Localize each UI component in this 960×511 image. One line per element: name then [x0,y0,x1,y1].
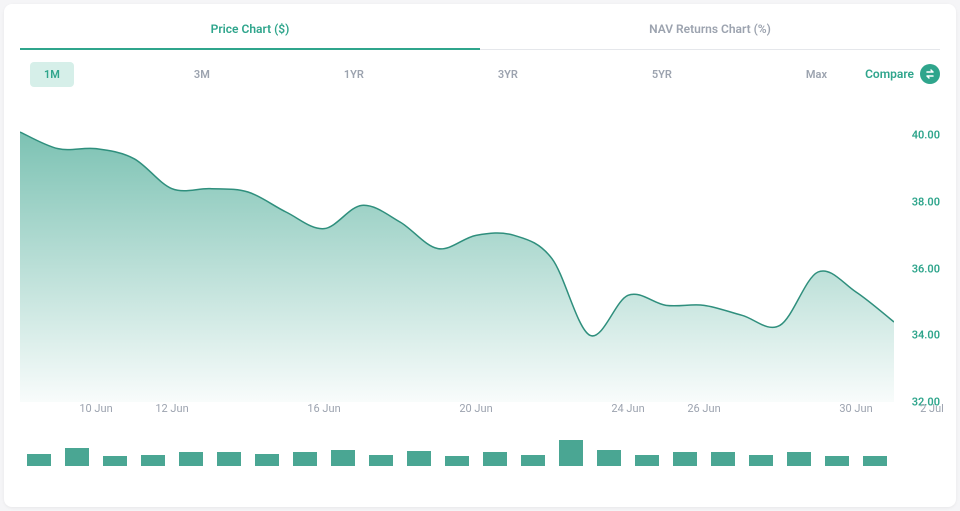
y-tick-label: 36.00 [912,262,940,275]
volume-bar-slot [704,432,742,466]
chart-card: Price Chart ($)NAV Returns Chart (%) 1M 3… [4,4,956,507]
price-area-chart: 32.0034.0036.0038.0040.00 [20,102,940,402]
volume-bar-slot [324,432,362,466]
volume-bar-slot [742,432,780,466]
swap-icon [920,64,940,84]
volume-bar [559,440,583,466]
x-tick-label: 12 Jun [155,402,188,415]
volume-bar-slot [20,432,58,466]
volume-bar [27,454,51,466]
x-tick-label: 2 Jul [920,402,944,415]
volume-bar-slot [666,432,704,466]
volume-bar [597,450,621,466]
volume-bar-slot [134,432,172,466]
x-tick-label: 10 Jun [79,402,112,415]
y-axis-labels: 32.0034.0036.0038.0040.00 [900,102,940,402]
range-max[interactable]: Max [792,62,841,87]
volume-bar-slot [248,432,286,466]
volume-bar [65,448,89,466]
volume-bar [407,451,431,466]
volume-bar [293,452,317,466]
volume-bar [445,456,469,466]
volume-bar-slot [400,432,438,466]
x-tick-label: 16 Jun [307,402,340,415]
volume-bar-slot [514,432,552,466]
volume-bar [369,455,393,466]
x-tick-label: 26 Jun [687,402,720,415]
volume-bar [217,452,241,466]
volume-bar [179,452,203,466]
y-tick-label: 34.00 [912,329,940,342]
volume-bar-slot [96,432,134,466]
volume-bar [673,452,697,466]
volume-bar-slot [438,432,476,466]
volume-bar [103,456,127,466]
range-3m[interactable]: 3M [180,62,224,87]
x-tick-label: 24 Jun [611,402,644,415]
volume-bar-slot [628,432,666,466]
range-1yr[interactable]: 1YR [330,62,378,87]
volume-bar-slot [58,432,96,466]
compare-label: Compare [865,67,914,81]
y-tick-label: 38.00 [912,196,940,209]
time-range-group: 1M 3M 1YR 3YR 5YR Max [20,62,851,87]
volume-bar-slot [172,432,210,466]
volume-bar [521,455,545,466]
volume-bar-slot [286,432,324,466]
tab-price-chart[interactable]: Price Chart ($) [20,16,480,50]
range-3yr[interactable]: 3YR [484,62,532,87]
volume-bar [331,450,355,466]
volume-bar [255,454,279,466]
x-tick-label: 30 Jun [839,402,872,415]
time-range-row: 1M 3M 1YR 3YR 5YR Max Compare [20,54,940,94]
volume-bar-slot [362,432,400,466]
volume-bar [863,456,887,466]
range-5yr[interactable]: 5YR [638,62,686,87]
volume-bar [635,455,659,466]
range-1m[interactable]: 1M [30,62,74,87]
volume-bar [483,452,507,466]
compare-button[interactable]: Compare [851,64,940,84]
volume-bar-slot [552,432,590,466]
volume-bar [787,452,811,466]
volume-bar [749,455,773,466]
volume-bar-slot [210,432,248,466]
volume-bar [711,452,735,466]
volume-bar-slot [780,432,818,466]
volume-bar [825,456,849,466]
volume-bar-slot [818,432,856,466]
x-axis-labels: 10 Jun 12 Jun 16 Jun 20 Jun 24 Jun 26 Jun 30 J… [20,402,894,426]
volume-bar-chart [20,432,894,466]
volume-bar-slot [476,432,514,466]
x-tick-label: 20 Jun [459,402,492,415]
volume-bar [141,455,165,466]
volume-bar-slot [590,432,628,466]
tab-nav-returns[interactable]: NAV Returns Chart (%) [480,16,940,50]
volume-bar-slot [856,432,894,466]
y-tick-label: 40.00 [912,129,940,142]
chart-plot [20,102,894,402]
chart-type-tabs: Price Chart ($)NAV Returns Chart (%) [20,16,940,50]
